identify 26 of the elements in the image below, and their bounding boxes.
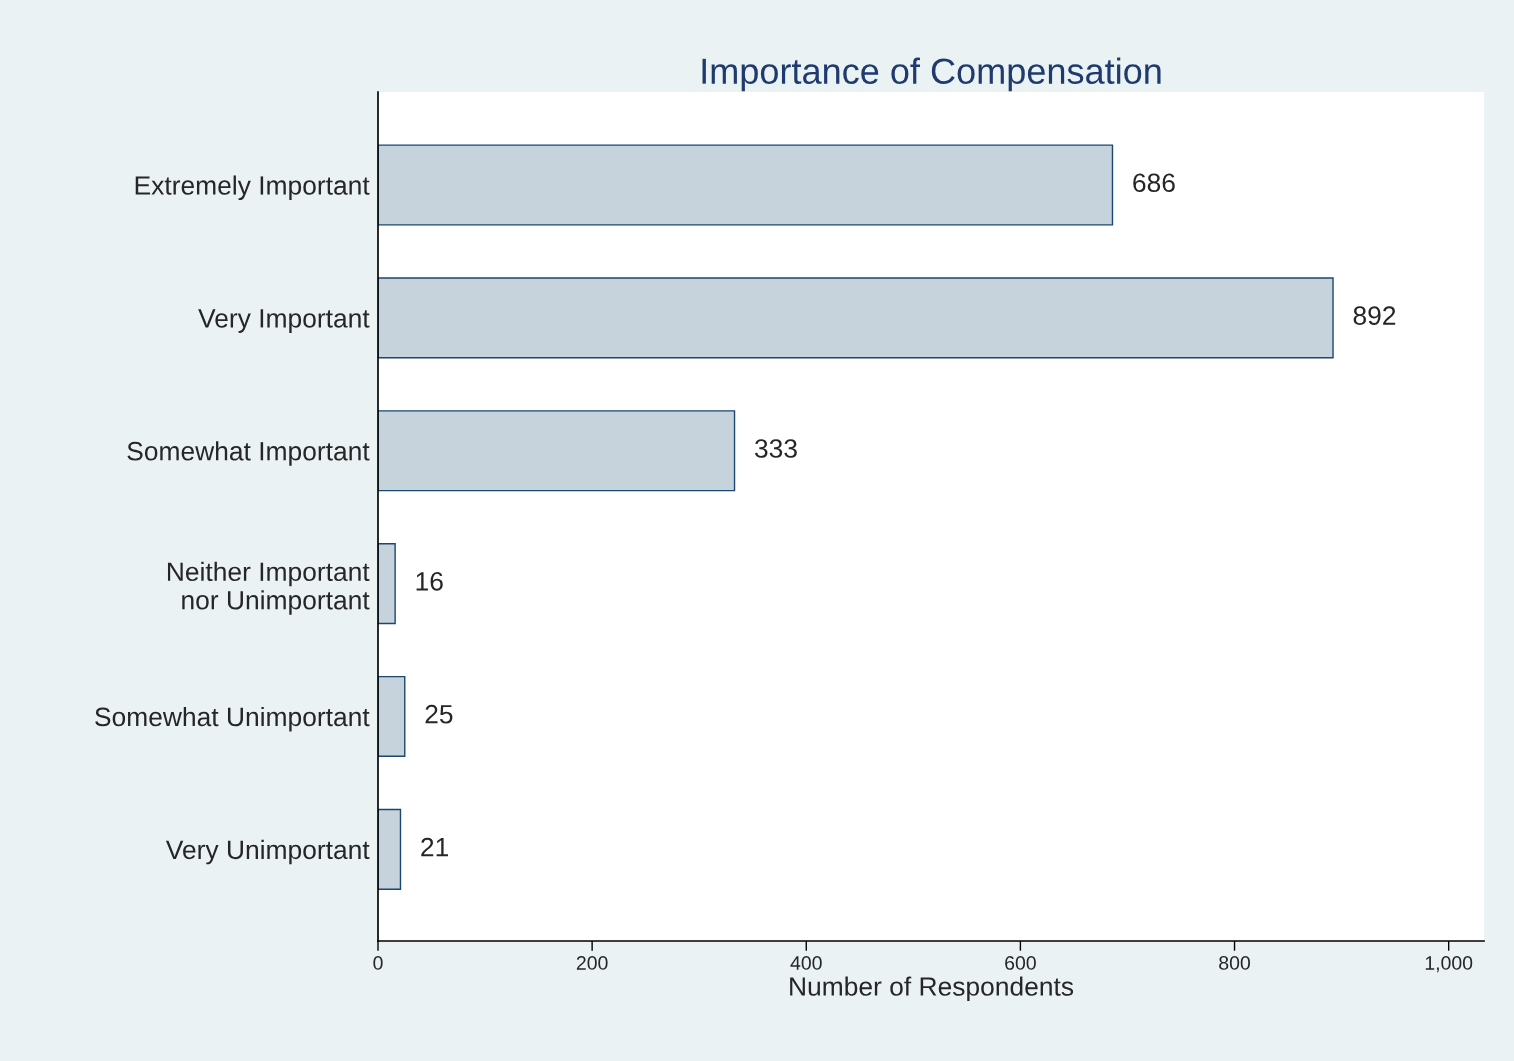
y-tick-label: Very Important — [198, 309, 370, 333]
y-tick-label: Somewhat Important — [127, 441, 370, 466]
y-tick-label: Somewhat Unimportant — [95, 706, 370, 732]
bar — [378, 277, 1334, 359]
x-tick-label: 600 — [1005, 956, 1036, 970]
x-tick-label: 800 — [1219, 956, 1250, 970]
bar — [378, 543, 396, 625]
bar — [378, 808, 402, 890]
x-tick-label: 400 — [790, 956, 822, 970]
x-tick-label: 1,000 — [1425, 956, 1473, 973]
y-tick-label: Very Unimportant — [165, 839, 370, 865]
y-tick-label: Neither Important nor Unimportant — [167, 561, 370, 615]
bar — [378, 144, 1114, 226]
bar — [378, 675, 406, 758]
data-label: 333 — [754, 439, 797, 458]
data-label: 16 — [416, 571, 443, 591]
data-label: 892 — [1353, 306, 1396, 325]
x-tick-label: 200 — [576, 956, 608, 970]
data-label: 25 — [425, 704, 453, 724]
bar — [378, 410, 736, 492]
data-label: 686 — [1133, 173, 1175, 193]
data-label: 21 — [421, 837, 448, 857]
x-tick-label: 0 — [373, 956, 383, 970]
x-axis-title: Number of Respondents — [790, 976, 1074, 1002]
y-tick-label: Extremely Important — [135, 175, 370, 201]
chart-title: Importance of Compensation — [702, 57, 1161, 92]
